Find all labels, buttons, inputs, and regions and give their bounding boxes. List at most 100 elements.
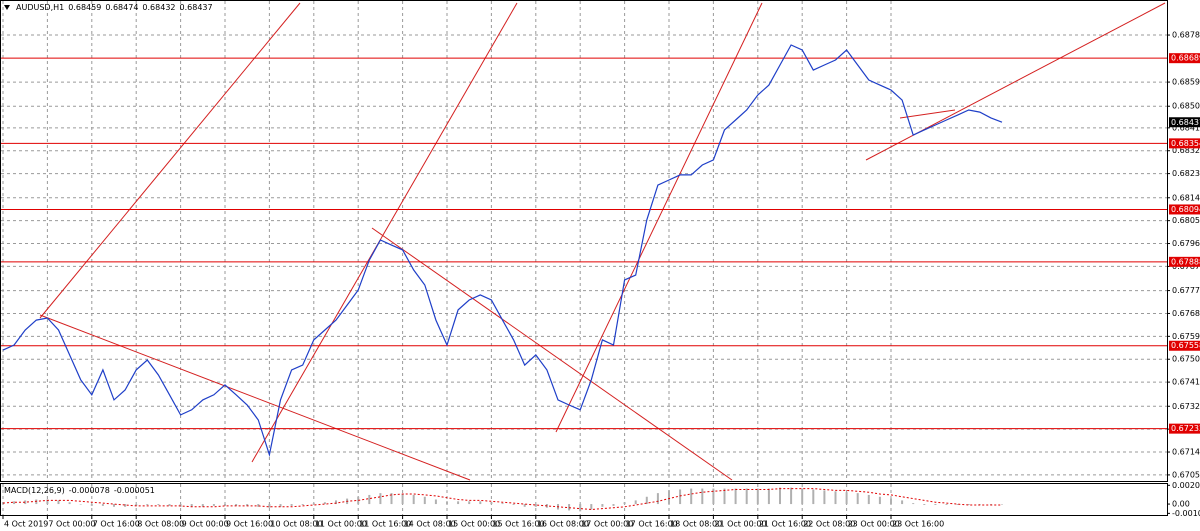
macd-bar	[690, 488, 693, 505]
macd-bar	[401, 494, 404, 505]
x-tick-label: 21 Oct 00:00	[714, 520, 766, 529]
y-tick-label: 0.68235	[1172, 169, 1200, 178]
macd-bar	[479, 501, 482, 505]
indicator-name: MACD(12,26,9)	[4, 486, 65, 495]
macd-bar	[668, 490, 670, 505]
trendlines	[39, 2, 1166, 481]
indicator-value: -0.000078	[68, 486, 110, 495]
macd-bar	[656, 493, 659, 505]
macd-bar	[146, 504, 149, 505]
macd-bar	[890, 498, 892, 505]
macd-bar	[989, 504, 992, 505]
x-tick-label: 7 Oct 00:00	[48, 520, 95, 529]
header-value: 0.68437	[179, 3, 213, 12]
macd-bar	[490, 502, 493, 505]
macd-bar	[834, 491, 837, 505]
trendline	[899, 109, 956, 119]
trendline	[39, 314, 471, 481]
macd-bar	[190, 504, 193, 507]
x-tick-label: 15 Oct 16:00	[492, 520, 544, 529]
macd-bar	[79, 504, 82, 505]
macd-bar	[135, 504, 138, 506]
macd-bar	[446, 501, 448, 505]
trendline	[39, 2, 301, 319]
macd-bar	[2, 502, 4, 505]
level-label: 0.67888	[1171, 257, 1200, 266]
macd-bar	[235, 504, 238, 506]
macd-bar	[101, 504, 104, 506]
current-price-label: 0.68437	[1171, 118, 1200, 127]
macd-bar	[612, 504, 615, 506]
y-tick-label: 0.68325	[1172, 146, 1200, 155]
macd-bar	[13, 501, 16, 505]
x-tick-label: 17 Oct 00:00	[581, 520, 633, 529]
macd-bar	[257, 504, 260, 507]
header-value: 0.68432	[142, 3, 176, 12]
macd-bar	[712, 488, 715, 505]
x-tick-label: 22 Oct 08:00	[803, 520, 855, 529]
header-icon	[4, 5, 10, 10]
level-label: 0.68094	[1171, 205, 1200, 214]
macd-bar	[157, 504, 160, 505]
x-tick-label: 15 Oct 00:00	[448, 520, 500, 529]
macd-bar	[645, 496, 648, 505]
macd-bar	[723, 488, 726, 505]
macd-bar	[113, 504, 115, 507]
macd-header: MACD(12,26,9) -0.000078 -0.000051	[4, 486, 155, 495]
macd-bar	[701, 488, 704, 505]
macd-panel	[0, 483, 1168, 516]
level-label: 0.68689	[1171, 54, 1200, 63]
price-panel	[0, 0, 1168, 482]
x-tick-label: 11 Oct 16:00	[359, 520, 411, 529]
macd-bar	[1001, 504, 1003, 505]
macd-bar	[801, 488, 804, 505]
macd-bar	[923, 504, 926, 505]
y-tick-label: 0.67685	[1172, 309, 1200, 318]
macd-bar	[168, 504, 171, 506]
macd-bar	[434, 499, 437, 505]
macd-bar	[468, 501, 471, 505]
macd-bar	[457, 501, 460, 505]
macd-bar	[279, 504, 282, 507]
y-tick-label: 0.67775	[1172, 286, 1200, 295]
x-tick-label: 23 Oct 16:00	[892, 520, 944, 529]
signal-line	[2, 488, 1002, 511]
macd-bar	[812, 489, 815, 505]
macd-bar	[579, 504, 582, 512]
macd-bar	[601, 504, 604, 507]
macd-bar	[623, 502, 626, 505]
macd-bar	[978, 504, 981, 505]
y-tick-label: 0.67415	[1172, 378, 1200, 387]
x-tick-label: 17 Oct 16:00	[626, 520, 678, 529]
y-tick-label: 0.002056	[1172, 481, 1200, 490]
level-label-box	[1169, 204, 1200, 215]
macd-bar	[878, 496, 881, 505]
x-tick-label: 18 Oct 08:00	[670, 520, 722, 529]
x-tick-label: 9 Oct 00:00	[182, 520, 229, 529]
macd-bar	[323, 502, 326, 505]
x-tick-label: 14 Oct 08:00	[404, 520, 456, 529]
macd-bar	[856, 493, 859, 505]
level-label-box	[1169, 53, 1200, 64]
y-tick-label: 0.68595	[1172, 78, 1200, 87]
macd-bar	[224, 504, 226, 506]
macd-bar	[734, 488, 737, 505]
macd-bar	[912, 503, 915, 505]
x-tick-label: 4 Oct 2019	[4, 520, 48, 529]
macd-bar	[790, 487, 793, 505]
macd-bar	[368, 494, 371, 505]
price-header: AUDUSD,H1 0.68459 0.68474 0.68432 0.6843…	[4, 3, 213, 12]
grid	[1, 1, 1167, 515]
trendline	[555, 2, 763, 433]
macd-bar	[901, 500, 904, 505]
level-label: 0.67558	[1171, 341, 1200, 350]
level-label-box	[1169, 340, 1200, 351]
macd-bar	[390, 493, 393, 505]
